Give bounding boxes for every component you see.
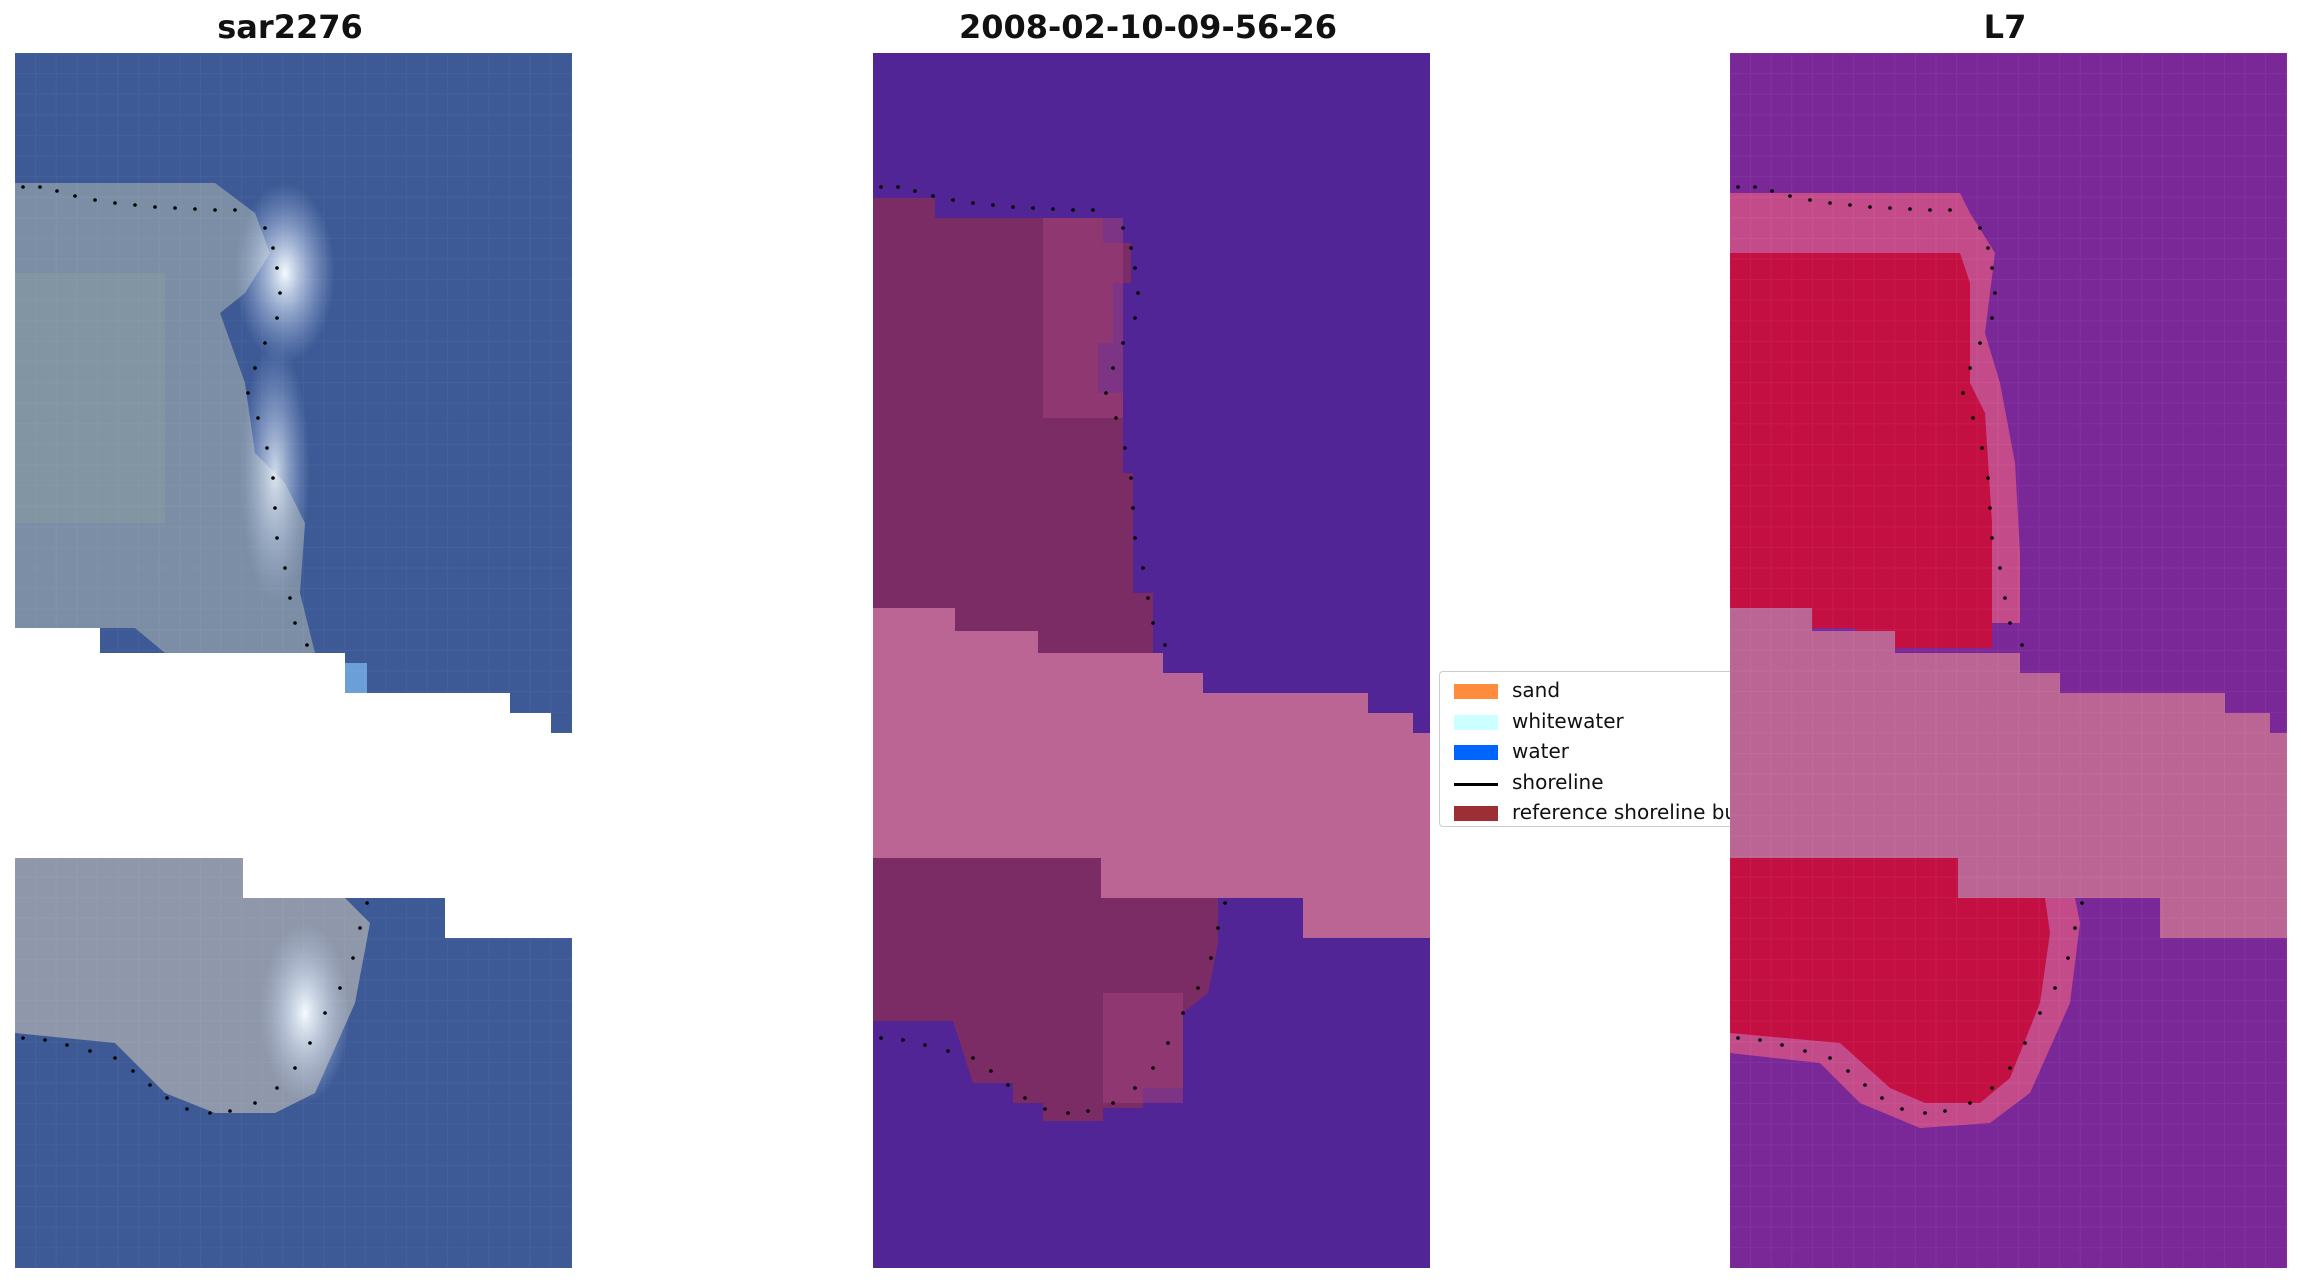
legend-item-water: water bbox=[1446, 737, 1784, 768]
rgb-pixel-grid bbox=[15, 53, 572, 1268]
legend-item-reference-buffer: reference shoreline buffer bbox=[1446, 798, 1784, 829]
legend-label-sand: sand bbox=[1512, 678, 1561, 702]
index-shoreline bbox=[1736, 185, 2084, 1115]
legend-swatch-shoreline bbox=[1454, 782, 1498, 786]
classified-shoreline bbox=[879, 185, 1227, 1115]
classified-land-tint-lower bbox=[1103, 993, 1183, 1103]
legend-label-shoreline: shoreline bbox=[1512, 769, 1604, 794]
legend-swatch-whitewater bbox=[1454, 714, 1498, 730]
rgb-shoreline bbox=[21, 185, 369, 1115]
panel-title-index: L7 bbox=[1983, 8, 2027, 46]
index-image bbox=[1730, 53, 2287, 1268]
panel-rgb: sar2276 bbox=[0, 0, 580, 1283]
panel-title-rgb: sar2276 bbox=[217, 8, 363, 46]
panel-classified: 2008-02-10-09-56-26 bbox=[858, 0, 1438, 1283]
legend-item-sand: sand bbox=[1446, 676, 1784, 707]
panel-title-classified: 2008-02-10-09-56-26 bbox=[958, 8, 1338, 46]
legend-swatch-sand bbox=[1454, 684, 1498, 699]
panel-index: L7 bbox=[1715, 0, 2295, 1283]
classified-buffer bbox=[873, 608, 1430, 938]
legend-item-whitewater: whitewater bbox=[1446, 707, 1784, 738]
legend-label-whitewater: whitewater bbox=[1512, 708, 1624, 733]
legend-item-shoreline: shoreline bbox=[1446, 768, 1784, 799]
satellite-rgb-image bbox=[15, 53, 572, 1268]
classified-land-tint-upper bbox=[1043, 218, 1123, 418]
legend-label-reference-buffer: reference shoreline buffer bbox=[1512, 800, 1772, 824]
legend-label-water: water bbox=[1512, 739, 1569, 763]
classified-image bbox=[873, 53, 1430, 1268]
legend: sand whitewater water shoreline referenc… bbox=[1439, 671, 1785, 827]
index-pixel-grid bbox=[1730, 53, 2287, 1268]
legend-swatch-water bbox=[1454, 745, 1498, 760]
legend-swatch-reference-buffer bbox=[1454, 806, 1498, 821]
